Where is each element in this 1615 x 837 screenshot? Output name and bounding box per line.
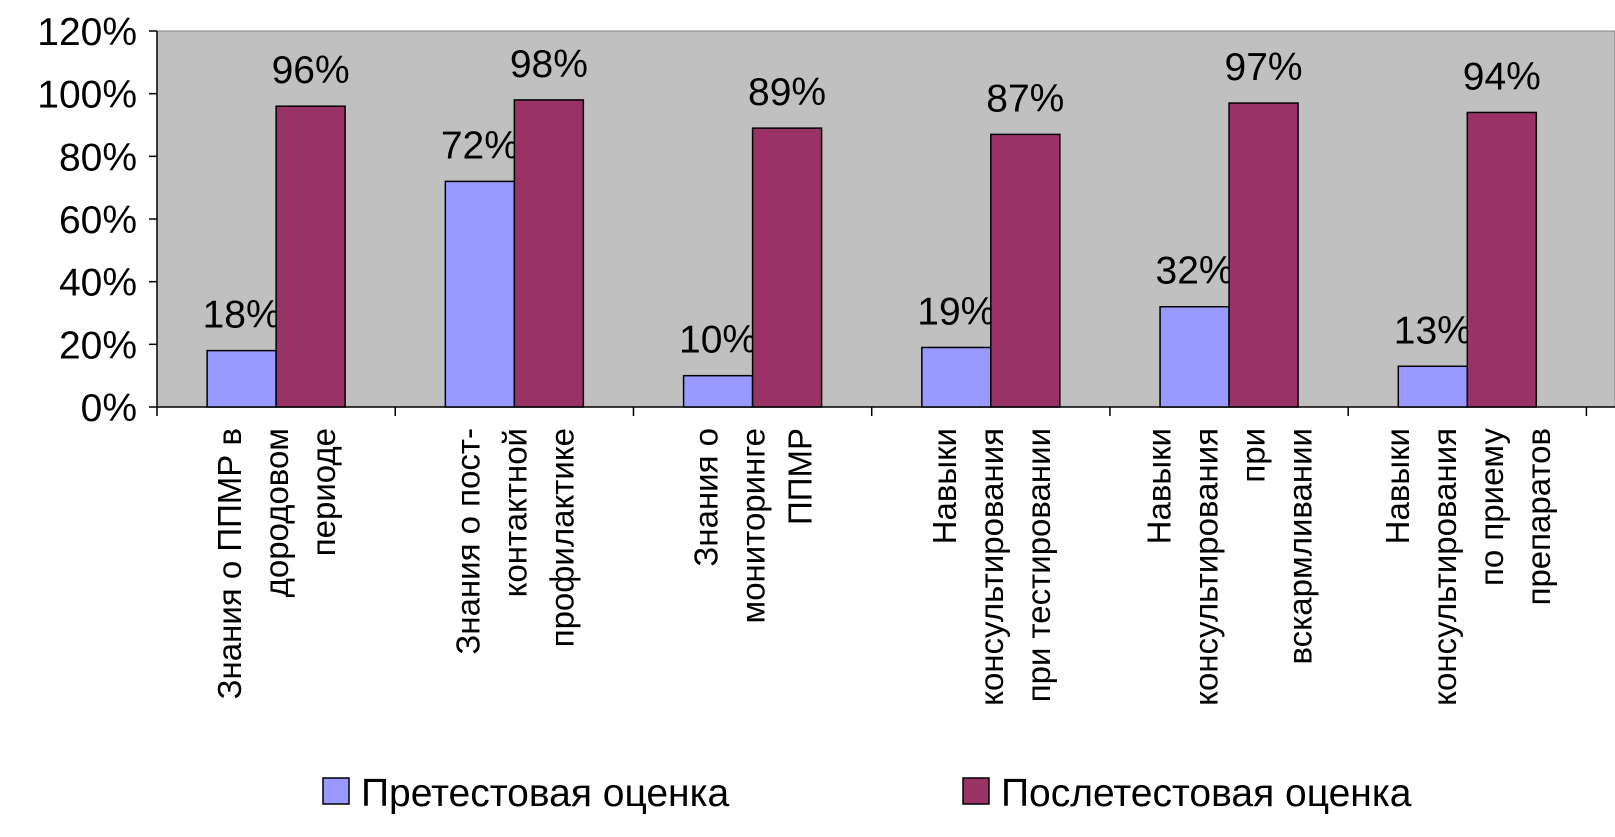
- bar-posttest: [990, 133, 1061, 408]
- data-label: 32%: [1156, 250, 1234, 293]
- data-label: 19%: [917, 290, 995, 333]
- y-tick-label: 100%: [37, 74, 137, 117]
- category-label-line: Навыки: [1141, 428, 1178, 544]
- category-label-line: профилактике: [543, 428, 580, 647]
- category-label-line: мониторинге: [735, 428, 772, 623]
- legend-swatch-posttest: [962, 777, 990, 805]
- category-label-line: консультирования: [1426, 428, 1463, 706]
- category-label-line: Знания о ППМР в: [211, 428, 248, 699]
- category-label: Навыки консультирования по приему препарато…: [1379, 428, 1557, 706]
- category-label-line: вскармливании: [1282, 428, 1319, 665]
- bar-posttest: [275, 105, 346, 408]
- category-label-line: Навыки: [1379, 428, 1416, 544]
- category-label-line: консультирования: [1188, 428, 1225, 706]
- bar-posttest: [513, 99, 585, 408]
- bar-pretest: [1397, 365, 1469, 408]
- data-label: 96%: [272, 49, 350, 92]
- data-label: 13%: [1394, 309, 1472, 352]
- legend-swatch-pretest: [322, 777, 350, 805]
- category-label-line: при: [1235, 428, 1272, 483]
- category-label-line: по приему: [1473, 428, 1510, 586]
- data-label: 87%: [986, 77, 1064, 120]
- data-label: 18%: [203, 294, 281, 337]
- bar-pretest: [921, 346, 992, 408]
- y-tick-label: 80%: [59, 136, 137, 179]
- y-tick-label: 40%: [59, 262, 137, 305]
- category-label-line: Знания о пост-: [449, 428, 486, 655]
- bar-pretest: [444, 180, 516, 408]
- data-label: 97%: [1225, 46, 1303, 89]
- y-tick-label: 20%: [59, 324, 137, 367]
- bar-posttest: [1466, 111, 1538, 408]
- legend-label: Претестовая оценка: [361, 772, 730, 815]
- data-label: 98%: [510, 43, 588, 86]
- data-label: 10%: [679, 319, 757, 362]
- bar-pretest: [682, 374, 754, 408]
- category-label: Знания о ППМР в дородовом периоде: [211, 428, 342, 699]
- category-label-line: ППМР: [782, 428, 819, 525]
- category-label-line: консультирования: [973, 428, 1010, 706]
- category-label-line: при тестировании: [1020, 428, 1057, 702]
- category-label: Навыки консультирования при тестировании: [926, 428, 1057, 706]
- plot-area: [156, 30, 1615, 408]
- category-label-line: периоде: [305, 428, 342, 556]
- y-tick-label: 60%: [59, 199, 137, 242]
- category-label: Знания о пост-контактной профилактике: [449, 428, 580, 655]
- category-label-line: препаратов: [1520, 428, 1557, 605]
- bar-pretest: [206, 349, 277, 408]
- bar-pretest: [1159, 305, 1230, 408]
- category-label-line: дородовом: [258, 428, 295, 597]
- legend-label: Послетестовая оценка: [1001, 772, 1412, 815]
- y-tick-label: 120%: [37, 11, 137, 54]
- data-label: 72%: [441, 124, 519, 167]
- category-label: Навыки консультирования при вскармливании: [1141, 428, 1319, 706]
- bar-posttest: [1228, 102, 1299, 408]
- category-label-line: Знания о: [688, 428, 725, 567]
- category-label: Знания о мониторинге ППМР: [688, 428, 819, 623]
- data-label: 89%: [748, 71, 826, 114]
- bar-posttest: [751, 127, 823, 408]
- category-label-line: Навыки: [926, 428, 963, 544]
- category-label-line: контактной: [496, 428, 533, 597]
- data-label: 94%: [1463, 55, 1541, 98]
- y-tick-label: 0%: [81, 387, 137, 430]
